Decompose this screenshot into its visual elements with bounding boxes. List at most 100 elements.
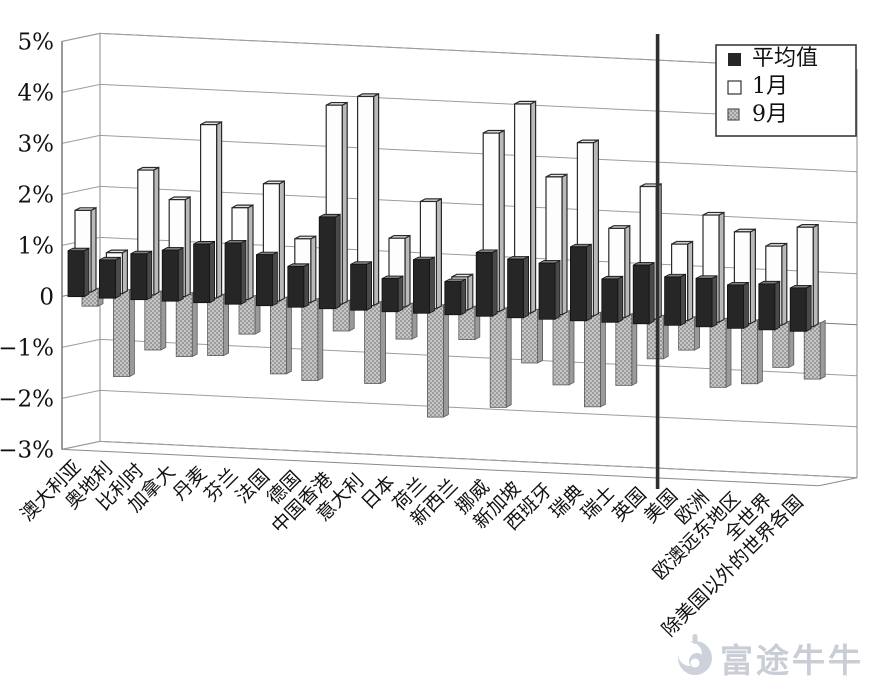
legend-label-sep: 9月 [752,102,788,127]
bar-side-face [146,250,153,301]
bar-sep-14 [521,306,543,364]
bar-side-face [467,273,474,312]
bar-avg-18 [632,261,655,325]
bar-front-face [224,242,242,305]
bar-avg-11 [412,256,435,314]
bar-side-face [774,280,781,331]
bar-front-face [350,263,368,311]
bar-side-face [240,239,247,305]
watermark-text: 富途牛牛 [720,641,864,680]
bar-front-face [552,310,570,386]
bar-avg-9 [350,261,373,311]
bar-side-face [781,242,788,327]
bar-side-face [334,213,341,310]
bars [67,92,826,418]
bar-side-face [460,278,467,316]
bar-front-face [67,250,85,298]
bar-sep-13 [489,304,512,409]
bar-sep-22 [772,318,795,369]
x-label-19: 美国 [640,485,682,527]
y-label-4: 1% [18,233,55,259]
gridline-−2% [61,389,858,428]
bar-side-face [554,259,561,320]
bar-side-face [373,92,380,307]
gridline-4% [61,83,858,122]
bar-side-face [366,261,373,311]
bar-side-face [247,204,254,301]
bar-side-face [83,247,90,298]
bar-side-face [718,211,725,324]
bar-side-face [303,263,310,308]
bar-side-face [310,235,317,304]
bar-side-face [184,196,191,298]
bar-front-face [615,313,633,386]
bar-side-face [209,240,216,304]
bar-front-face [287,266,305,308]
bar-front-face [426,304,444,418]
gridline-5% [61,32,858,71]
bar-front-face [601,278,619,323]
bar-front-face [364,301,382,384]
bar-side-face [271,251,278,307]
bar-front-face [255,254,273,307]
bar-avg-10 [381,275,404,313]
y-label-2: 3% [18,131,55,157]
x-label-17: 瑞士 [577,482,619,524]
bar-avg-5 [224,239,247,305]
bar-front-face [207,293,225,356]
bar-avg-21 [727,281,749,329]
gridline-−3% [61,440,858,479]
bar-side-face [128,286,135,378]
bar-sep-11 [426,301,449,418]
bar-avg-14 [507,255,529,319]
bar-front-face [489,307,507,408]
bar-side-face [812,223,819,328]
bar-sep-17 [615,310,638,387]
bar-avg-3 [161,246,184,302]
legend-label-jan: 1月 [752,74,788,99]
bar-side-face [404,234,411,309]
bar-side-face [600,309,606,408]
bar-avg-20 [695,275,718,328]
bar-side-face [498,129,505,313]
bar-side-face [216,121,223,300]
bar-avg-12 [444,278,467,316]
x-axis-labels: 澳大利亚奥地利比利时加拿大丹麦芬兰法国德国中国香港意大利日本荷兰新西兰挪威新加坡… [16,456,808,641]
bar-jan-9 [357,92,380,307]
bar-front-face [318,216,336,310]
bar-front-face [161,249,179,302]
y-label-5: 0 [39,284,54,310]
bar-front-face [709,318,727,388]
bar-avg-15 [538,259,561,320]
bar-front-face [269,296,287,375]
bar-front-face [301,298,319,381]
bar-side-face [177,246,184,302]
bar-sep-6 [269,294,292,375]
y-label-0: 5% [18,29,55,55]
bar-side-face [341,101,348,306]
bar-sep-7 [301,295,324,382]
bar-front-face [175,292,193,358]
bar-side-face [278,180,285,303]
bar-avg-7 [287,263,310,308]
y-label-8: −3% [0,437,54,463]
bar-side-face [624,224,631,319]
bar-side-face [435,197,442,310]
bar-side-face [819,319,826,380]
bar-side-face [529,100,537,315]
bar-avg-0 [67,247,90,298]
bar-avg-17 [601,275,624,323]
x-label-10: 日本 [357,471,399,513]
bar-side-face [561,173,568,316]
bar-front-face [570,246,587,322]
bar-side-face [586,243,592,322]
y-label-7: −2% [0,386,54,412]
bar-front-face [538,262,556,320]
bar-sep-15 [552,307,575,386]
y-label-1: 4% [18,80,55,106]
bar-front-face [758,283,776,331]
bar-side-face [505,304,512,409]
bar-side-face [805,284,812,332]
legend-swatch-sep [727,108,740,121]
